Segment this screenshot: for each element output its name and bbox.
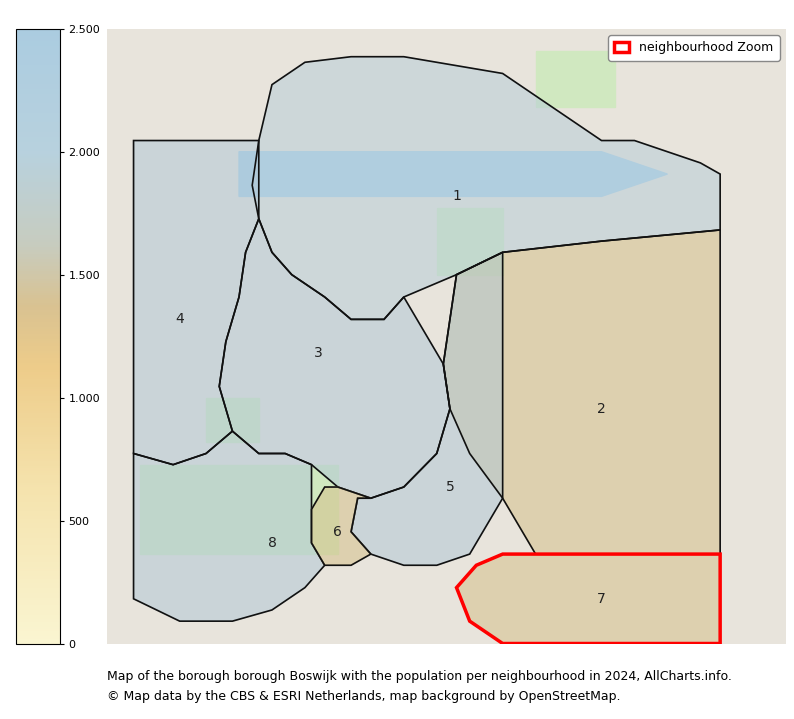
Text: 3: 3 bbox=[314, 346, 322, 360]
Text: 7: 7 bbox=[597, 592, 606, 606]
Text: 1: 1 bbox=[452, 189, 461, 203]
Text: 2: 2 bbox=[597, 402, 606, 416]
Polygon shape bbox=[443, 230, 720, 554]
Text: 8: 8 bbox=[268, 536, 276, 550]
Text: 6: 6 bbox=[333, 525, 342, 539]
Text: 4: 4 bbox=[175, 312, 184, 326]
Text: 5: 5 bbox=[445, 480, 454, 494]
Bar bbox=[437, 208, 503, 275]
Bar bbox=[536, 51, 615, 107]
Polygon shape bbox=[219, 219, 450, 498]
Polygon shape bbox=[252, 57, 720, 319]
Text: © Map data by the CBS & ESRI Netherlands, map background by OpenStreetMap.: © Map data by the CBS & ESRI Netherlands… bbox=[107, 690, 621, 703]
Bar bbox=[206, 398, 259, 442]
Legend: neighbourhood Zoom: neighbourhood Zoom bbox=[608, 35, 780, 60]
Polygon shape bbox=[457, 554, 720, 644]
Bar bbox=[141, 464, 338, 554]
Polygon shape bbox=[351, 252, 503, 565]
Text: Map of the borough borough Boswijk with the population per neighbourhood in 2024: Map of the borough borough Boswijk with … bbox=[107, 670, 732, 683]
Polygon shape bbox=[133, 431, 325, 621]
Polygon shape bbox=[133, 140, 259, 464]
Polygon shape bbox=[311, 487, 371, 565]
Polygon shape bbox=[239, 152, 668, 196]
